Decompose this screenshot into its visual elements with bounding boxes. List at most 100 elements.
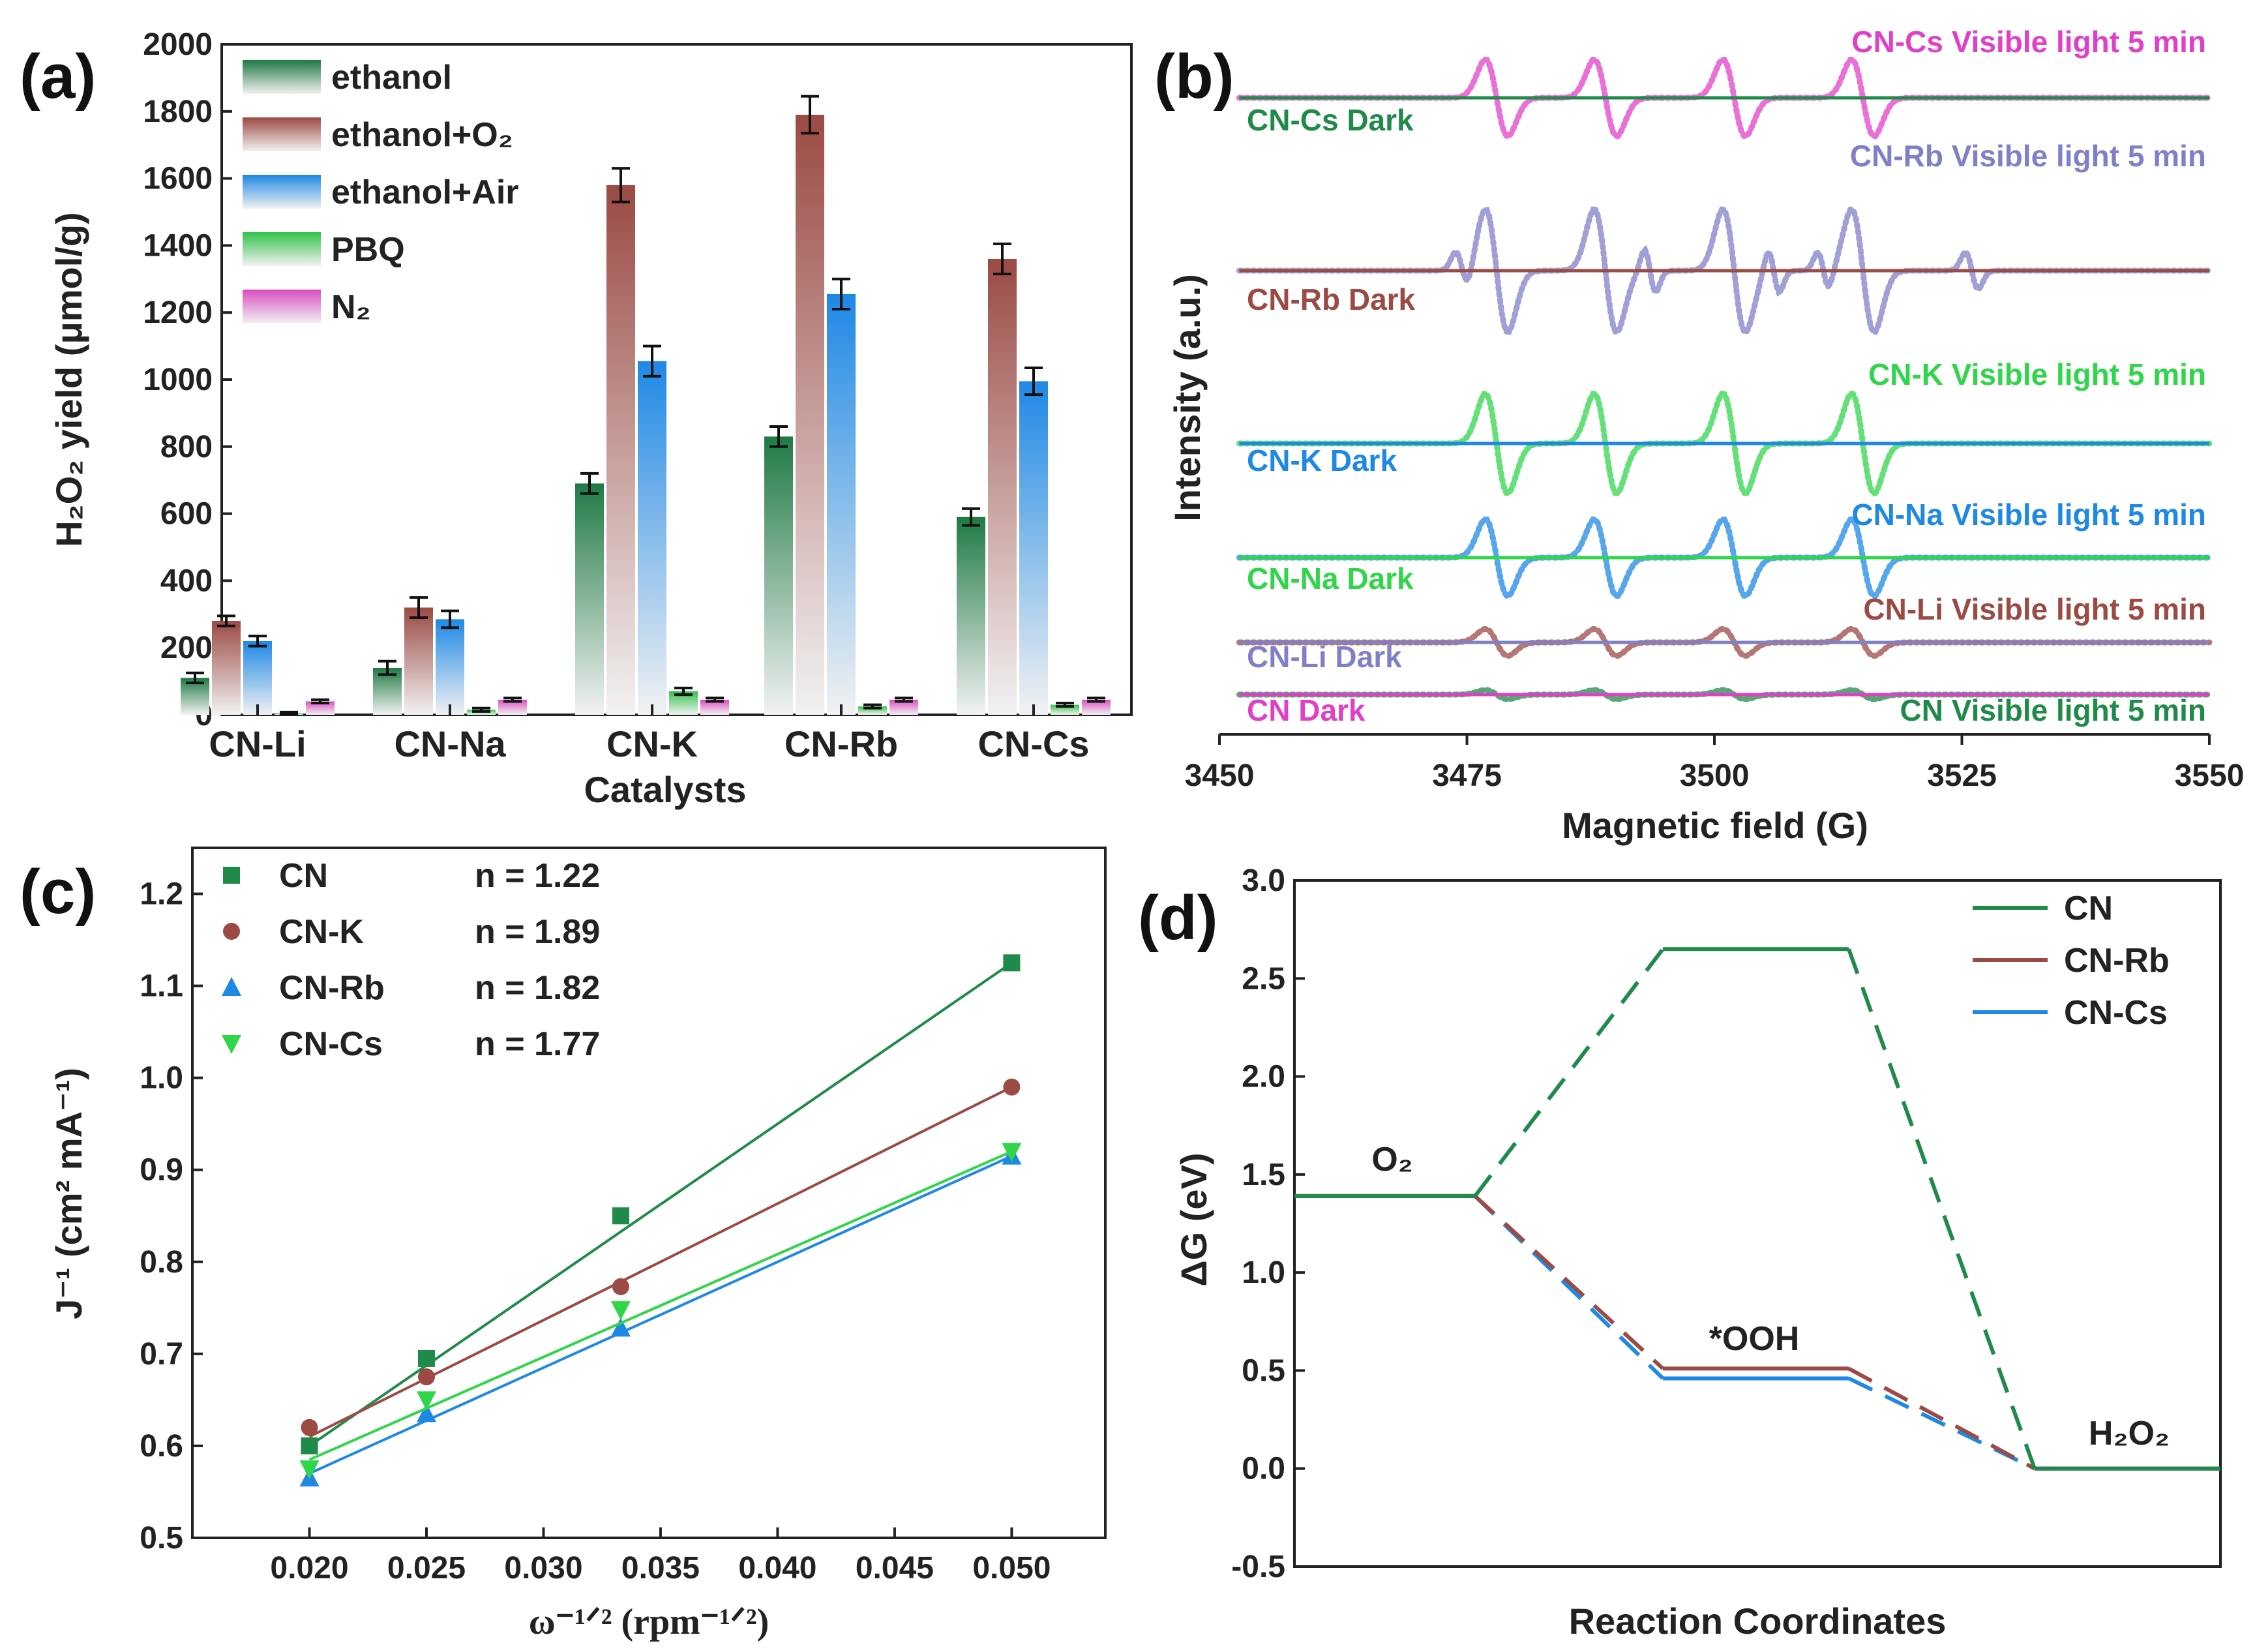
legend-label: PBQ (331, 231, 405, 269)
bar (700, 699, 729, 715)
transition-line (1847, 948, 2037, 1469)
x-tick-label: 0.040 (738, 1551, 816, 1585)
panel-d-frame (1293, 879, 2222, 1568)
light-label: CN Visible light 5 min (1900, 693, 2206, 727)
dark-label: CN-Cs Dark (1247, 103, 1414, 137)
panel-d-label: (d) (1138, 883, 1218, 953)
bar (243, 640, 272, 715)
marker-square (301, 1437, 318, 1454)
bar (1019, 381, 1048, 715)
panel-c-legend: CN n = 1.22 CN-K n = 1.89 CN-Rb n = 1.82 CN-Cs… (222, 857, 600, 1063)
bar (606, 185, 635, 715)
legend-swatch (243, 117, 321, 151)
dark-label: CN Dark (1247, 693, 1366, 727)
legend-label: ethanol+Air (331, 173, 519, 211)
bar (889, 699, 918, 715)
x-tick-label: 0.025 (387, 1551, 466, 1585)
y-tick-label: 400 (160, 563, 213, 598)
panel-c-x-ticks: 0.020 0.025 0.030 0.035 0.040 0.045 0.050 (270, 1527, 1051, 1585)
legend-label: CN (2064, 890, 2113, 927)
y-tick-label: 1600 (143, 162, 213, 196)
legend-label: CN-Rb (2064, 942, 2170, 980)
x-tick-label: 3525 (1927, 758, 1997, 793)
y-tick-label: 1800 (143, 95, 213, 129)
legend-n-value: n = 1.89 (475, 913, 600, 951)
x-tick-label: 0.030 (504, 1551, 582, 1585)
legend-swatch (243, 290, 321, 323)
bar (436, 619, 464, 715)
x-tick-label: 3450 (1185, 758, 1255, 793)
panel-c-label: (c) (20, 857, 96, 927)
legend-label: CN-K (279, 913, 364, 951)
panel-c-scatter-chart: (c) 0.50.60.70.80.91.01.11.2 0.020 0.025 0… (20, 847, 1107, 1642)
light-label: CN-Li Visible light 5 min (1863, 592, 2206, 626)
y-tick-label: 0.5 (140, 1521, 183, 1555)
legend-label: ethanol (331, 59, 452, 97)
bar (764, 436, 793, 715)
dark-label: CN-K Dark (1247, 443, 1397, 477)
light-label: CN-Cs Visible light 5 min (1851, 25, 2206, 59)
transition-line (1473, 1194, 1665, 1380)
bar (638, 361, 666, 715)
dark-label: CN-Rb Dark (1247, 282, 1416, 316)
y-tick-label: 0.6 (140, 1429, 183, 1464)
marker-circle (1003, 1078, 1021, 1096)
panel-a-x-axis-title: Catalysts (584, 769, 746, 810)
legend-label: CN-Rb (279, 969, 385, 1007)
panel-c-frame (191, 847, 1107, 1539)
light-label: CN-K Visible light 5 min (1868, 357, 2206, 391)
bar (1082, 699, 1111, 715)
marker-circle (301, 1419, 318, 1436)
bar (306, 701, 335, 715)
panel-b-epr-chart: (b) 3450 3475 3500 3525 3550 Intensity (a.u.… (1154, 25, 2244, 846)
panel-c-series (299, 954, 1022, 1487)
panel-a-label: (a) (20, 42, 96, 112)
x-tick-label: CN-Li (209, 723, 306, 764)
legend-n-value: n = 1.77 (475, 1025, 600, 1063)
y-tick-label: 2.5 (1242, 961, 1285, 996)
panel-b-y-axis-title: Intensity (a.u.) (1167, 274, 1208, 522)
y-tick-label: -0.5 (1231, 1550, 1285, 1584)
y-tick-label: 0.9 (140, 1153, 183, 1188)
legend-label: CN-Cs (2064, 994, 2168, 1032)
light-label: CN-Rb Visible light 5 min (1850, 139, 2206, 173)
panel-b-x-axis-title: Magnetic field (G) (1562, 805, 1868, 846)
panel-b-spectra: CN-Cs Visible light 5 min CN-Cs Dark CN-Rb… (1236, 25, 2213, 727)
marker-triangle-up (222, 977, 241, 996)
legend-label: CN (279, 857, 328, 895)
marker-triangle-up (610, 1317, 631, 1337)
panel-d-x-axis-title: Reaction Coordinates (1569, 1600, 1947, 1642)
y-tick-label: 600 (160, 497, 213, 532)
panel-a-bars (181, 95, 1111, 715)
y-tick-label: 1200 (143, 295, 213, 330)
x-tick-label: 3500 (1680, 758, 1750, 793)
marker-triangle-down (299, 1460, 320, 1480)
marker-square (417, 1349, 435, 1367)
panel-a-legend: ethanol ethanol+O₂ ethanol+Air PBQ N₂ (243, 59, 519, 326)
bar (212, 621, 241, 715)
y-tick-label: 2.0 (1242, 1060, 1285, 1094)
marker-square (612, 1207, 629, 1225)
panel-c-y-ticks: 0.5 0.6 0.7 0.8 0.9 1.0 1.1 1.2 (140, 877, 203, 1555)
y-tick-label: 1.0 (1242, 1255, 1285, 1290)
marker-square (223, 867, 240, 884)
legend-label: ethanol+O₂ (331, 116, 513, 154)
x-tick-label: 0.050 (972, 1551, 1051, 1585)
panel-d-legend: CN CN-Rb CN-Cs (1973, 890, 2170, 1032)
legend-swatch (243, 232, 321, 266)
light-label: CN-Na Visible light 5 min (1851, 498, 2206, 532)
y-tick-label: 200 (160, 631, 213, 665)
x-tick-label: CN-K (606, 723, 698, 764)
legend-label: N₂ (331, 288, 371, 326)
bar (575, 483, 604, 715)
y-tick-label: 1.5 (1242, 1158, 1285, 1192)
y-tick-label: 1.2 (140, 877, 183, 912)
y-tick-label: 800 (160, 430, 213, 464)
panel-a-x-ticks: CN-Li CN-Na CN-K CN-Rb CN-Cs (209, 704, 1090, 764)
marker-triangle-down (222, 1035, 241, 1054)
legend-label: CN-Cs (279, 1025, 383, 1063)
y-tick-label: 1.0 (140, 1061, 183, 1096)
bar (988, 258, 1017, 715)
